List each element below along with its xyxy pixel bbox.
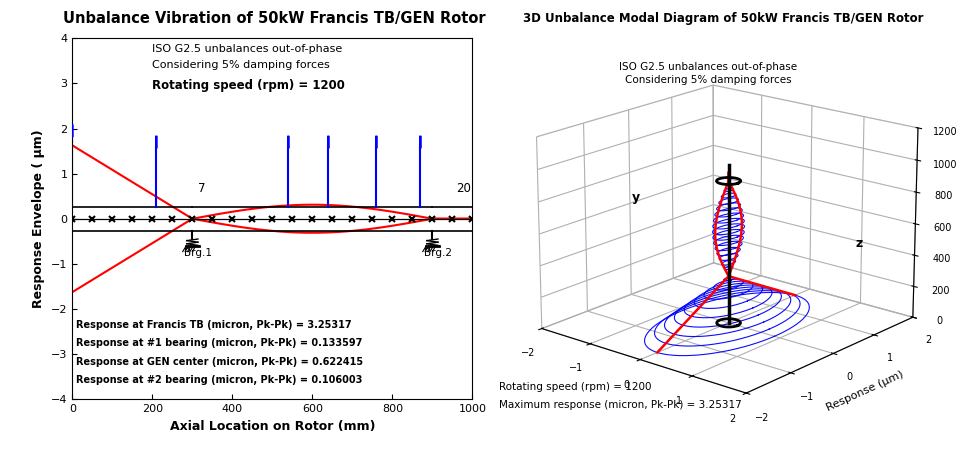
Text: Rotating speed (rpm) = 1200: Rotating speed (rpm) = 1200 <box>152 79 345 92</box>
Text: 20: 20 <box>456 182 471 195</box>
Y-axis label: Response (μm): Response (μm) <box>825 369 905 413</box>
Title: 3D Unbalance Modal Diagram of 50kW Francis TB/GEN Rotor: 3D Unbalance Modal Diagram of 50kW Franc… <box>522 12 924 24</box>
Text: z: z <box>856 237 863 250</box>
Text: Response at #2 bearing (micron, Pk-Pk) = 0.106003: Response at #2 bearing (micron, Pk-Pk) =… <box>75 375 362 385</box>
Y-axis label: Response Envelope ( μm): Response Envelope ( μm) <box>33 129 45 308</box>
Text: Brg.1: Brg.1 <box>184 248 212 258</box>
Text: Response at GEN center (micron, Pk-Pk) = 0.622415: Response at GEN center (micron, Pk-Pk) =… <box>75 357 362 367</box>
Text: ISO G2.5 unbalances out-of-phase: ISO G2.5 unbalances out-of-phase <box>152 44 342 54</box>
Text: Rotating speed (rpm) = 1200: Rotating speed (rpm) = 1200 <box>499 382 652 392</box>
Text: Unbalance Vibration of 50kW Francis TB/GEN Rotor: Unbalance Vibration of 50kW Francis TB/G… <box>64 11 486 26</box>
Text: Response at #1 bearing (micron, Pk-Pk) = 0.133597: Response at #1 bearing (micron, Pk-Pk) =… <box>75 338 362 348</box>
Text: Considering 5% damping forces: Considering 5% damping forces <box>626 75 791 85</box>
Text: 7: 7 <box>198 182 205 195</box>
Text: Considering 5% damping forces: Considering 5% damping forces <box>152 60 330 69</box>
Text: y: y <box>631 191 640 204</box>
Text: Maximum response (micron, Pk-Pk) = 3.25317: Maximum response (micron, Pk-Pk) = 3.253… <box>499 400 742 410</box>
Text: Brg.2: Brg.2 <box>424 248 452 258</box>
Text: ISO G2.5 unbalances out-of-phase: ISO G2.5 unbalances out-of-phase <box>620 62 797 72</box>
X-axis label: Axial Location on Rotor (mm): Axial Location on Rotor (mm) <box>170 419 375 433</box>
Text: Response at Francis TB (micron, Pk-Pk) = 3.25317: Response at Francis TB (micron, Pk-Pk) =… <box>75 320 351 330</box>
